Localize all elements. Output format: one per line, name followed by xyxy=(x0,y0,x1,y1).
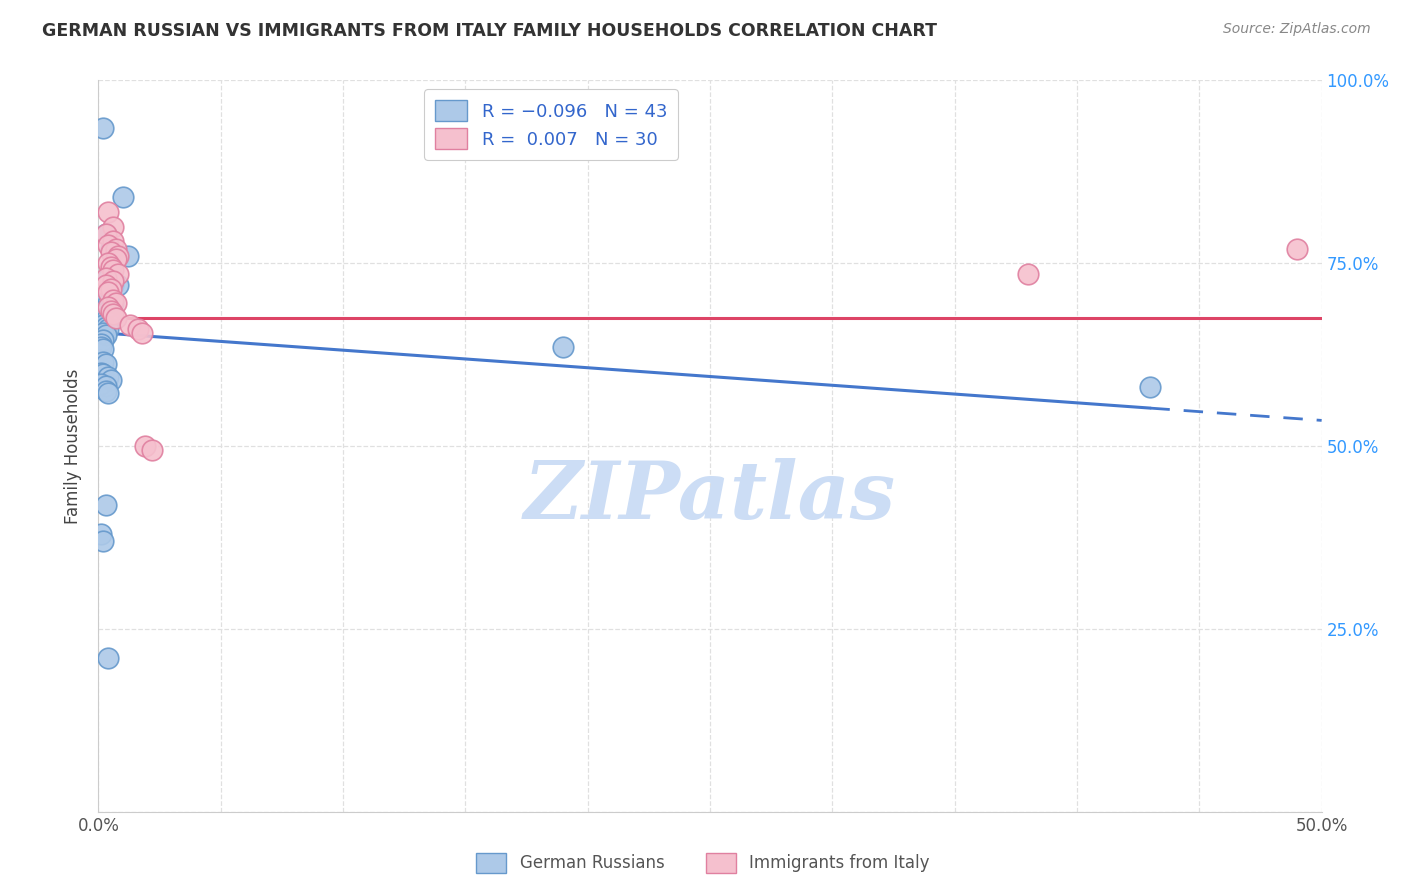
Point xyxy=(100,373,122,387)
Point xyxy=(100,260,122,274)
Point xyxy=(100,300,122,314)
Point xyxy=(97,205,120,219)
Point xyxy=(1017,267,1039,281)
Point xyxy=(101,234,124,248)
Point xyxy=(91,311,114,326)
Text: Source: ZipAtlas.com: Source: ZipAtlas.com xyxy=(1223,22,1371,37)
Point xyxy=(90,376,112,391)
Point xyxy=(97,270,120,285)
Point xyxy=(131,326,153,340)
Point xyxy=(141,442,163,457)
Point xyxy=(91,120,114,135)
Point xyxy=(91,333,114,347)
Point xyxy=(97,307,120,321)
Point xyxy=(97,296,120,310)
Point xyxy=(1139,380,1161,394)
Point xyxy=(94,278,117,293)
Point xyxy=(90,366,112,380)
Point xyxy=(97,369,120,384)
Point xyxy=(91,343,114,357)
Point xyxy=(94,327,117,342)
Legend: R = −0.096   N = 43, R =  0.007   N = 30: R = −0.096 N = 43, R = 0.007 N = 30 xyxy=(425,89,678,160)
Point xyxy=(101,296,124,310)
Point xyxy=(94,379,117,393)
Point xyxy=(97,300,120,314)
Point xyxy=(1286,242,1309,256)
Point xyxy=(91,318,114,333)
Point xyxy=(91,534,114,549)
Point xyxy=(97,386,120,401)
Point xyxy=(117,249,139,263)
Point xyxy=(553,340,575,354)
Point xyxy=(94,270,117,285)
Point xyxy=(100,282,122,296)
Point xyxy=(101,263,124,277)
Point xyxy=(90,526,112,541)
Point xyxy=(134,439,156,453)
Point xyxy=(94,227,117,241)
Point xyxy=(91,355,114,369)
Point xyxy=(107,267,129,281)
Point xyxy=(94,293,117,307)
Point xyxy=(111,190,134,204)
Point xyxy=(90,336,112,351)
Legend: German Russians, Immigrants from Italy: German Russians, Immigrants from Italy xyxy=(470,847,936,880)
Point xyxy=(101,293,124,307)
Point xyxy=(90,340,112,354)
Point xyxy=(94,319,117,334)
Point xyxy=(101,307,124,321)
Point xyxy=(104,296,127,310)
Point xyxy=(127,322,149,336)
Point xyxy=(94,305,117,319)
Point xyxy=(104,311,127,326)
Point xyxy=(107,278,129,293)
Point xyxy=(94,313,117,327)
Point xyxy=(104,242,127,256)
Point xyxy=(94,227,117,241)
Point xyxy=(120,318,142,333)
Point xyxy=(97,285,120,300)
Point xyxy=(91,303,114,318)
Point xyxy=(97,315,120,329)
Point xyxy=(100,242,122,256)
Point xyxy=(101,278,124,293)
Point xyxy=(101,275,124,289)
Point xyxy=(94,384,117,399)
Point xyxy=(94,357,117,371)
Point xyxy=(91,326,114,340)
Point xyxy=(91,368,114,382)
Point xyxy=(97,238,120,252)
Point xyxy=(100,245,122,260)
Point xyxy=(104,252,127,267)
Y-axis label: Family Households: Family Households xyxy=(65,368,83,524)
Point xyxy=(107,249,129,263)
Point xyxy=(94,498,117,512)
Point xyxy=(97,322,120,336)
Point xyxy=(97,651,120,665)
Text: GERMAN RUSSIAN VS IMMIGRANTS FROM ITALY FAMILY HOUSEHOLDS CORRELATION CHART: GERMAN RUSSIAN VS IMMIGRANTS FROM ITALY … xyxy=(42,22,938,40)
Point xyxy=(100,303,122,318)
Point xyxy=(101,219,124,234)
Point xyxy=(97,256,120,270)
Text: ZIPatlas: ZIPatlas xyxy=(524,458,896,536)
